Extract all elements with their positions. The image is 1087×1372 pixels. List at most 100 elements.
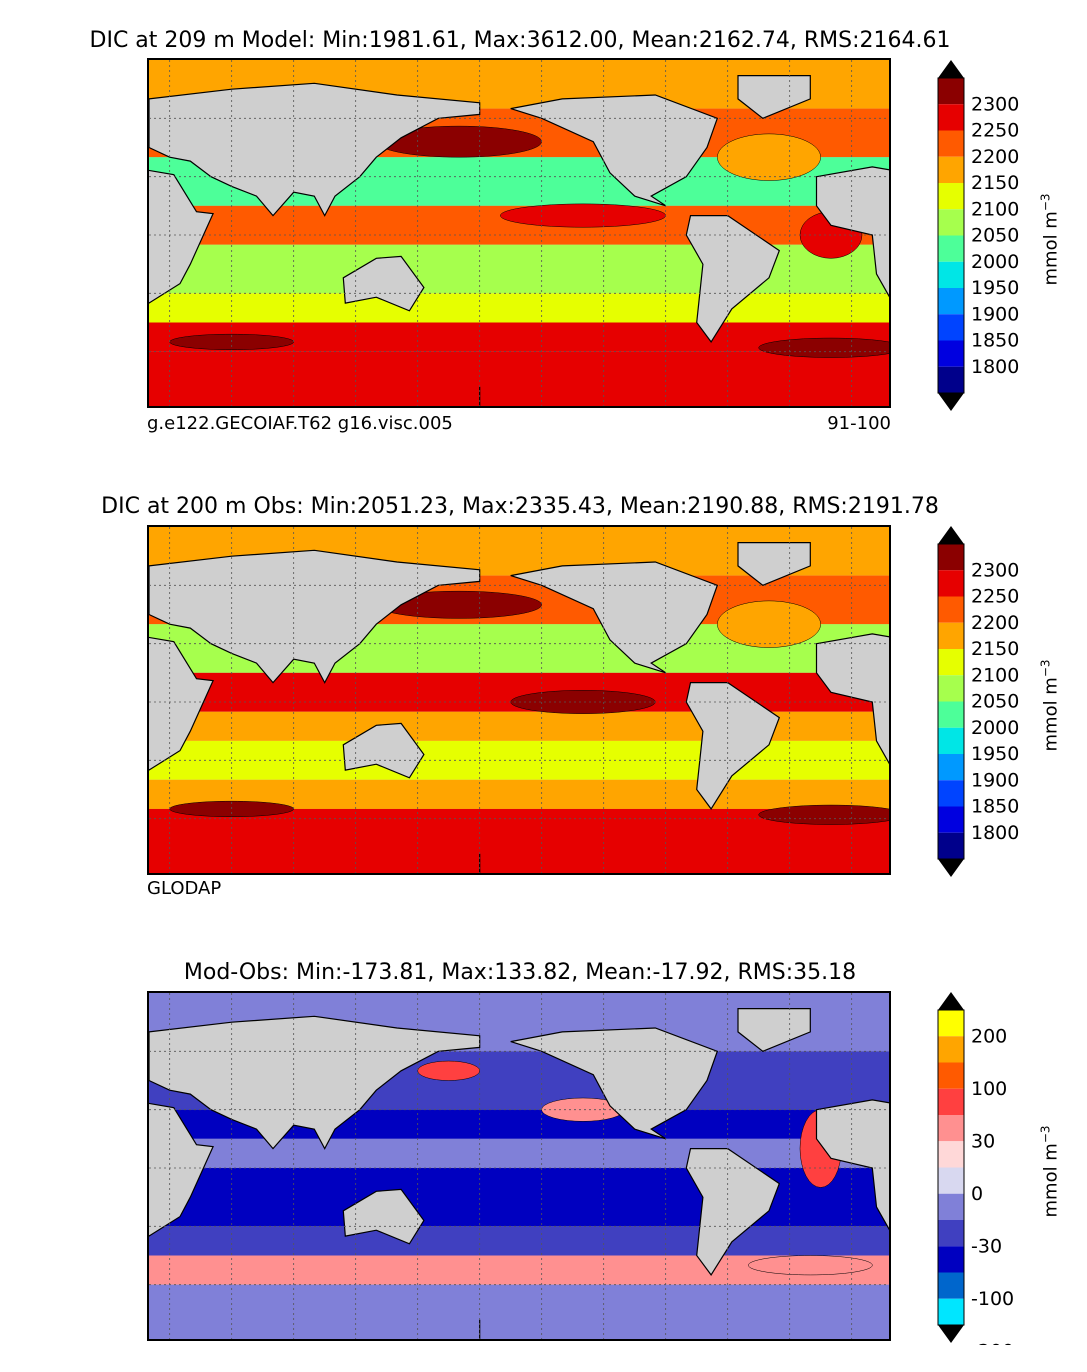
land-africa — [815, 633, 889, 765]
colorbar-tick-label: 2250 — [971, 120, 1019, 142]
colorbar-svg-0: 2300 2250 2200 2150 2100 2050 2000 1950 1900 1850… — [937, 60, 1019, 411]
units-label: mmol m−3 — [1038, 186, 1062, 286]
colorbar-tick-label: 2150 — [971, 172, 1019, 194]
units-text: mmol m — [1040, 677, 1062, 752]
colorbar-model: 2300 2250 2200 2150 2100 2050 2000 1950 1900 1850… — [930, 58, 1030, 413]
colorbar-swatch — [938, 1010, 964, 1037]
land-africa — [149, 1102, 214, 1237]
colorbar-tick-label: 2200 — [971, 612, 1019, 634]
colorbar-swatch — [938, 1167, 964, 1194]
colorbar-swatch — [938, 1088, 964, 1115]
colorbar-frame — [937, 77, 965, 394]
colorbar-swatch — [938, 209, 964, 236]
map-svg-0 — [149, 60, 889, 406]
colorbar-swatch — [938, 366, 964, 393]
colorbar-swatch — [938, 314, 964, 341]
colorbar-tick-label: 200 — [971, 1025, 1007, 1047]
colorbar-tick-label: 1850 — [971, 796, 1019, 818]
colorbar-swatch — [938, 235, 964, 262]
colorbar-svg-1: 2300 2250 2200 2150 2100 2050 2000 1950 1900 1850… — [937, 526, 1019, 877]
colorbar-swatch — [938, 701, 964, 728]
colorbar-swatch — [938, 754, 964, 781]
colorbar-tick-label: 0 — [971, 1183, 983, 1205]
contour-patch — [748, 1255, 873, 1276]
land-north-america — [510, 1027, 719, 1140]
units-text: mmol m — [1040, 211, 1062, 286]
colorbar-arrow-bottom — [938, 1325, 964, 1343]
land-south-america — [685, 682, 781, 810]
colorbar-tick-label: 1900 — [971, 303, 1019, 325]
panel-title: DIC at 209 m Model: Min:1981.61, Max:361… — [89, 28, 951, 53]
colorbar-tick-label: 30 — [971, 1130, 995, 1152]
colorbar-swatch — [938, 727, 964, 754]
units-exp: −3 — [1038, 193, 1053, 212]
colorbar-swatch — [938, 1141, 964, 1168]
colorbar-swatch — [938, 1298, 964, 1325]
colorbar-frame — [937, 543, 965, 860]
colorbar-swatch — [938, 130, 964, 157]
colorbar-swatch — [938, 832, 964, 859]
units-text: mmol m — [1040, 1143, 1062, 1218]
units-label: mmol m−3 — [1039, 1118, 1062, 1218]
land-south-america — [685, 215, 781, 343]
land-africa — [149, 636, 214, 771]
colorbar-tick-label: 2100 — [971, 664, 1019, 686]
units-label: mmol m−3 — [1039, 652, 1062, 752]
colorbar-tick-label: 1850 — [971, 330, 1019, 352]
colorbar-svg-2: 200 100 30 0 -30 -100 -200 — [937, 992, 1014, 1345]
colorbar-swatch — [938, 544, 964, 571]
contour-band — [149, 1138, 889, 1168]
colorbar-tick-label: 1900 — [971, 769, 1019, 791]
colorbar-swatch — [938, 183, 964, 210]
colorbar-arrow-bottom — [938, 859, 964, 877]
colorbar-swatch — [938, 1115, 964, 1142]
land-africa — [815, 1099, 889, 1231]
colorbar-tick-label: 2050 — [971, 225, 1019, 247]
colorbar-tick-label: 2100 — [971, 198, 1019, 220]
contour-band — [149, 1226, 889, 1256]
contour-band — [149, 293, 889, 323]
land-africa — [815, 166, 889, 298]
colorbar-swatch — [938, 1062, 964, 1089]
colorbar-swatch — [938, 675, 964, 702]
colorbar-tick-label: -100 — [971, 1288, 1014, 1310]
colorbar-tick-label: 100 — [971, 1078, 1007, 1100]
colorbar-tick-label: 1800 — [971, 356, 1019, 378]
colorbar-swatch — [938, 806, 964, 833]
colorbar-swatch — [938, 622, 964, 649]
colorbar-swatch — [938, 261, 964, 288]
contour-band — [149, 351, 889, 406]
colorbar-swatch — [938, 649, 964, 676]
colorbar-tick-label: 2000 — [971, 251, 1019, 273]
colorbar-tick-label: 1950 — [971, 743, 1019, 765]
colorbar-swatch — [938, 288, 964, 315]
colorbar-swatch — [938, 1246, 964, 1273]
contour-patch — [717, 600, 821, 648]
contour-band — [149, 711, 889, 741]
colorbar-tick-label: 2300 — [971, 559, 1019, 581]
contour-patch — [510, 690, 656, 714]
land-africa — [149, 169, 214, 304]
contour-patch — [417, 1060, 480, 1081]
colorbar-swatch — [938, 1036, 964, 1063]
colorbar-tick-label: 2300 — [971, 93, 1019, 115]
colorbar-swatch — [938, 104, 964, 131]
colorbar-swatch — [938, 596, 964, 623]
contour-patch — [758, 804, 889, 825]
colorbar-arrow-top — [938, 60, 964, 78]
colorbar-tick-label: -200 — [971, 1340, 1014, 1345]
colorbar-tick-label: 2000 — [971, 717, 1019, 739]
contour-patch — [500, 203, 666, 228]
colorbar-swatch — [938, 1272, 964, 1299]
contour-band — [149, 1168, 889, 1227]
footer-left: GLODAP — [147, 878, 222, 899]
contour-patch — [758, 337, 889, 358]
map-model — [147, 58, 891, 408]
land-australia — [342, 1188, 425, 1245]
map-obs — [147, 525, 891, 875]
footer-right: 91-100 — [827, 413, 891, 434]
colorbar-arrow-top — [938, 526, 964, 544]
colorbar-tick-label: 2150 — [971, 638, 1019, 660]
contour-patch — [717, 133, 821, 181]
land-australia — [342, 722, 425, 779]
